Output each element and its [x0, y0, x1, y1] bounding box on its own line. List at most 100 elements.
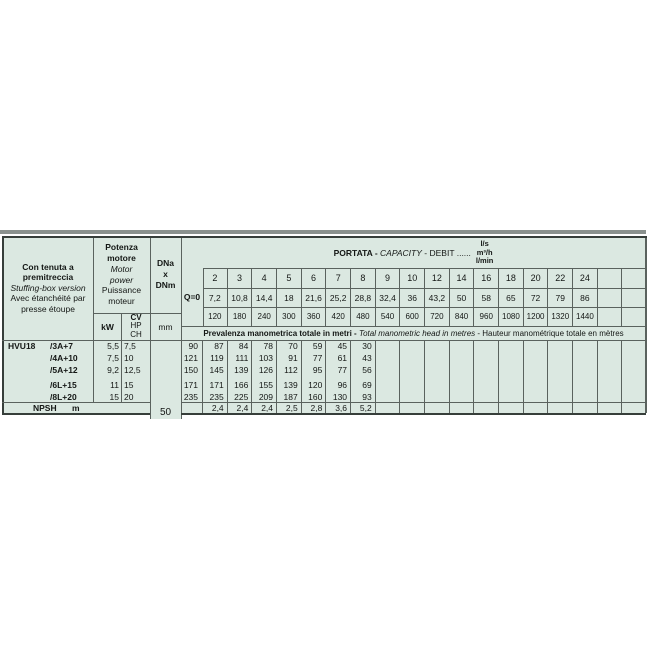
head-value-cell: 69 — [351, 379, 376, 391]
q0-value: 90 — [181, 340, 203, 352]
head-value-cell — [524, 340, 549, 352]
table-top-gray-bar — [0, 230, 646, 234]
flow-ls-cell — [622, 268, 646, 288]
head-value-cell: 77 — [326, 364, 352, 376]
head-band-it: Prevalenza manometrica totale in metri - — [203, 328, 359, 338]
gap-cell — [598, 376, 623, 379]
flow-ls-cell: 22 — [548, 268, 574, 288]
npsh-value-cell — [573, 403, 598, 413]
npsh-value-cell: 2,4 — [252, 403, 278, 413]
q0-value: 150 — [181, 364, 203, 376]
head-value-cell: 95 — [302, 364, 327, 376]
head-value-cell: 139 — [277, 379, 302, 391]
head-value-cell — [425, 340, 450, 352]
table-bottom-border-right — [181, 413, 646, 415]
head-value-cell — [376, 352, 401, 364]
head-value-cell — [499, 391, 524, 403]
gap-cell: 5 — [277, 376, 302, 379]
flow-lmin-cell: 1320 — [548, 307, 574, 326]
head-value-cell: 84 — [228, 340, 253, 352]
stuffing-box-fr-line2: presse étoupe — [21, 303, 75, 314]
flow-ls-cell: 3 — [228, 268, 253, 288]
head-value-cell — [524, 364, 549, 376]
grid-v-dn-right — [181, 236, 182, 419]
head-value-cell: 187 — [277, 391, 302, 403]
head-value-cell — [598, 391, 623, 403]
head-band: Prevalenza manometrica totale in metri -… — [181, 326, 646, 340]
flow-lmin-cell: 360 — [302, 307, 327, 326]
npsh-q0-empty-cell — [181, 403, 203, 413]
head-value-cell: 77 — [302, 352, 327, 364]
npsh-value-cell — [400, 403, 426, 413]
flow-ls-cell: 9 — [376, 268, 401, 288]
head-value-cell: 30 — [351, 340, 376, 352]
head-value-cell — [474, 379, 500, 391]
table-right-border — [645, 236, 647, 413]
flow-lmin-cell: 180 — [228, 307, 253, 326]
head-value-cell: 87 — [203, 340, 228, 352]
gap-cell: 2 — [203, 376, 228, 379]
model-label-3: /5A+12 — [50, 365, 78, 375]
head-value-cell: 126 — [252, 364, 278, 376]
head-value-cell — [573, 391, 598, 403]
capacity-title-fr: - DEBIT ...... — [421, 248, 471, 258]
npsh-value-cell — [499, 403, 524, 413]
flow-ls-cell: 4 — [252, 268, 278, 288]
flow-m3h-cell: 10,8 — [228, 288, 253, 307]
grid-v-kw-cv — [121, 313, 122, 402]
head-value-cell: 155 — [252, 379, 278, 391]
table-top-border — [2, 236, 647, 238]
head-value-cell — [450, 391, 475, 403]
flow-ls-cell: 14 — [450, 268, 475, 288]
head-value-cell — [425, 391, 450, 403]
flow-m3h-cell: 79 — [548, 288, 574, 307]
head-value-cell: 96 — [326, 379, 352, 391]
cv-value-4: 15 — [124, 380, 134, 390]
gap-cell: 10 — [400, 376, 426, 379]
head-value-cell — [499, 364, 524, 376]
npsh-unit: m — [72, 403, 80, 413]
head-values-row-4: 171 171 166 155 139 120 96 69 — [181, 379, 646, 391]
head-value-cell: 235 — [203, 391, 228, 403]
head-value-cell: 45 — [326, 340, 352, 352]
model-label-4: /6L+15 — [50, 380, 77, 390]
npsh-value-cell: 2,5 — [277, 403, 302, 413]
flow-ls-row: 2 3 4 5 6 7 8 9 10 12 14 16 18 20 22 24 — [203, 268, 646, 288]
dn-column-extension — [151, 413, 181, 419]
head-value-cell — [376, 379, 401, 391]
head-value-cell — [474, 364, 500, 376]
head-value-cell — [499, 379, 524, 391]
flow-ls-cell: 8 — [351, 268, 376, 288]
gap-cell: 4 — [252, 376, 278, 379]
flow-m3h-cell: 32,4 — [376, 288, 401, 307]
motor-power-en1: Motor — [110, 263, 133, 274]
gap-cell: 20 — [524, 376, 549, 379]
grid-h-units-top — [93, 313, 181, 314]
motor-power-en2: power — [109, 274, 134, 285]
head-values-row-2: 121 119 111 103 91 77 61 43 — [181, 352, 646, 364]
q0-value: 121 — [181, 352, 203, 364]
npsh-value-cell: 2,4 — [203, 403, 228, 413]
kw-value-3: 9,2 — [107, 365, 119, 375]
head-value-cell — [450, 364, 475, 376]
head-value-cell: 120 — [302, 379, 327, 391]
head-value-cell: 112 — [277, 364, 302, 376]
head-value-cell — [400, 379, 426, 391]
head-value-cell — [499, 340, 524, 352]
head-value-cell — [622, 364, 646, 376]
npsh-value-cell — [450, 403, 475, 413]
kw-value-2: 7,5 — [107, 353, 119, 363]
grid-h-ls-m3h — [203, 288, 646, 289]
flow-m3h-cell: 21,6 — [302, 288, 327, 307]
head-value-cell — [598, 379, 623, 391]
flow-lmin-cell: 300 — [277, 307, 302, 326]
npsh-value-cell — [598, 403, 623, 413]
motor-power-fr1: Puissance — [101, 285, 142, 296]
head-value-cell: 139 — [228, 364, 253, 376]
grid-v-q0-right-upper — [203, 268, 204, 326]
series-label: HVU18 — [8, 341, 36, 351]
stuffing-box-fr-line1: Avec étanchéité par — [10, 293, 86, 304]
head-value-cell — [499, 352, 524, 364]
